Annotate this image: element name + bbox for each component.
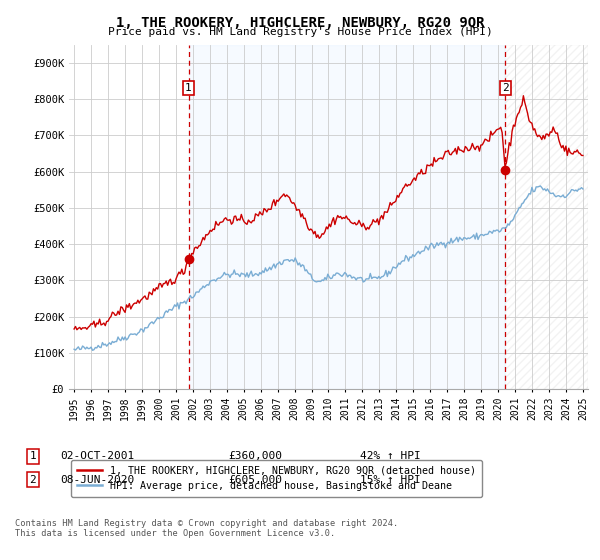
- Text: 2: 2: [502, 83, 509, 94]
- Text: 02-OCT-2001: 02-OCT-2001: [60, 451, 134, 461]
- Text: 42% ↑ HPI: 42% ↑ HPI: [360, 451, 421, 461]
- Text: 1: 1: [29, 451, 37, 461]
- Text: Contains HM Land Registry data © Crown copyright and database right 2024.: Contains HM Land Registry data © Crown c…: [15, 519, 398, 528]
- Text: £605,000: £605,000: [228, 475, 282, 485]
- Text: 15% ↑ HPI: 15% ↑ HPI: [360, 475, 421, 485]
- Text: 1: 1: [185, 83, 192, 94]
- Text: 1, THE ROOKERY, HIGHCLERE, NEWBURY, RG20 9QR: 1, THE ROOKERY, HIGHCLERE, NEWBURY, RG20…: [116, 16, 484, 30]
- Bar: [188, 45, 505, 389]
- Bar: [505, 45, 588, 389]
- Legend: 1, THE ROOKERY, HIGHCLERE, NEWBURY, RG20 9QR (detached house), HPI: Average pric: 1, THE ROOKERY, HIGHCLERE, NEWBURY, RG20…: [71, 460, 482, 497]
- Text: 08-JUN-2020: 08-JUN-2020: [60, 475, 134, 485]
- Text: This data is licensed under the Open Government Licence v3.0.: This data is licensed under the Open Gov…: [15, 529, 335, 538]
- Text: £360,000: £360,000: [228, 451, 282, 461]
- Text: 2: 2: [29, 475, 37, 485]
- Text: Price paid vs. HM Land Registry's House Price Index (HPI): Price paid vs. HM Land Registry's House …: [107, 27, 493, 37]
